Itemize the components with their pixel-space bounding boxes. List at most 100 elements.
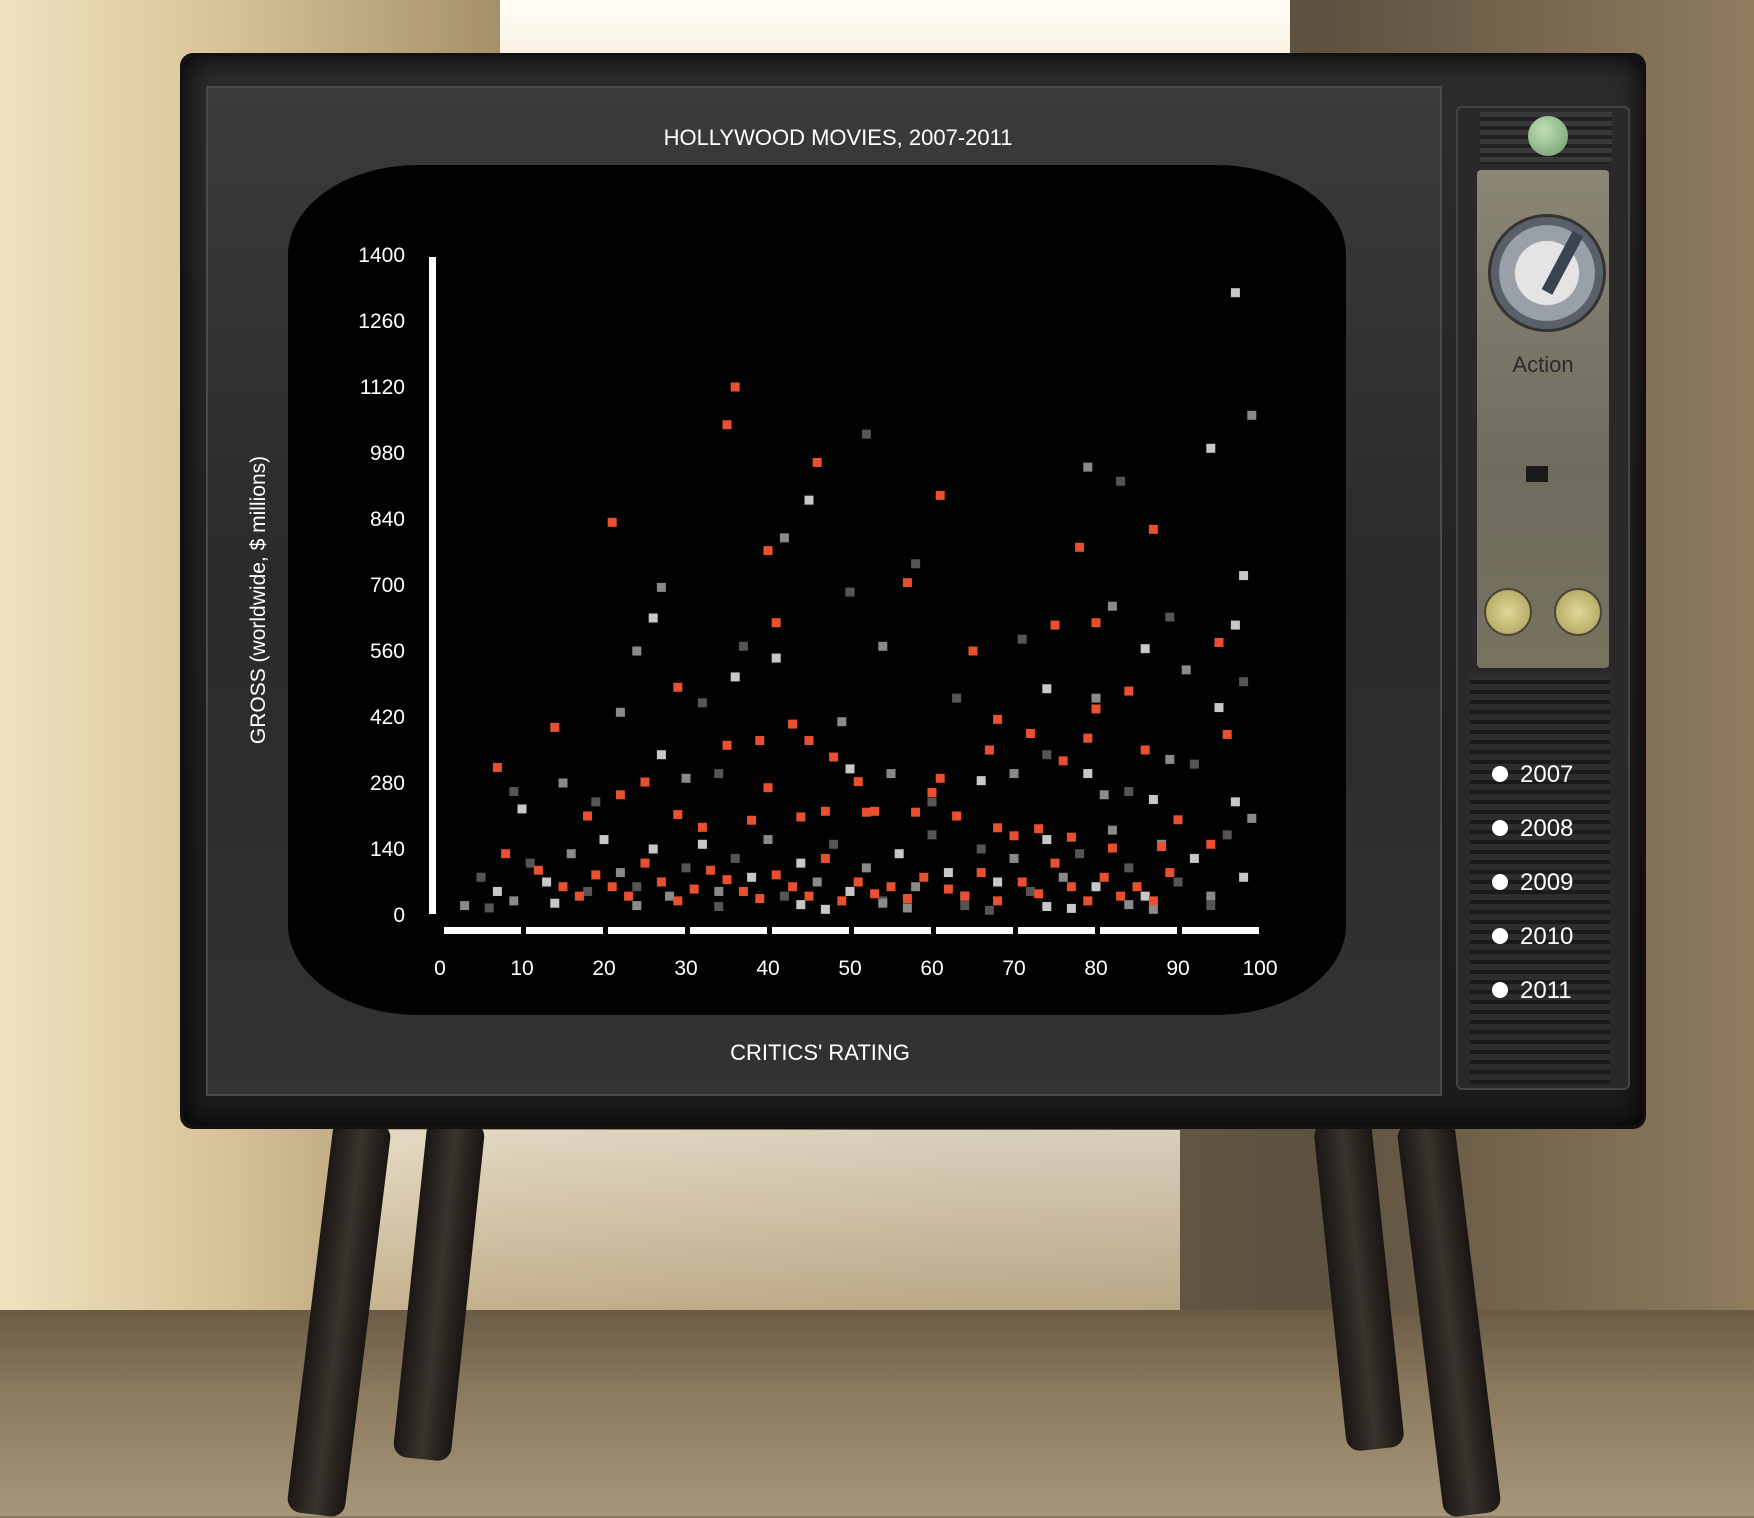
data-point-highlight[interactable] — [1206, 839, 1216, 849]
data-point-other[interactable] — [1124, 900, 1134, 910]
data-point-highlight[interactable] — [1148, 524, 1158, 534]
data-point-other[interactable] — [804, 495, 814, 505]
legend-item-2010[interactable]: 2010 — [1490, 920, 1610, 954]
data-point-other[interactable] — [1058, 872, 1068, 882]
data-point-highlight[interactable] — [1140, 745, 1150, 755]
data-point-other[interactable] — [1124, 786, 1134, 796]
data-point-highlight[interactable] — [853, 777, 863, 787]
data-point-other[interactable] — [976, 844, 986, 854]
data-point-highlight[interactable] — [1157, 842, 1167, 852]
data-point-other[interactable] — [615, 868, 625, 878]
data-point-other[interactable] — [542, 877, 552, 887]
data-point-other[interactable] — [1107, 825, 1117, 835]
data-point-other[interactable] — [648, 613, 658, 623]
data-point-other[interactable] — [878, 641, 888, 651]
data-point-highlight[interactable] — [591, 870, 601, 880]
data-point-highlight[interactable] — [1132, 882, 1142, 892]
data-point-highlight[interactable] — [640, 777, 650, 787]
data-point-highlight[interactable] — [1099, 872, 1109, 882]
data-point-highlight[interactable] — [935, 773, 945, 783]
data-point-other[interactable] — [1042, 750, 1052, 760]
data-point-other[interactable] — [583, 886, 593, 896]
data-point-other[interactable] — [1042, 902, 1052, 912]
data-point-other[interactable] — [886, 769, 896, 779]
data-point-highlight[interactable] — [1066, 882, 1076, 892]
data-point-other[interactable] — [509, 786, 519, 796]
data-point-highlight[interactable] — [607, 882, 617, 892]
data-point-other[interactable] — [1165, 612, 1175, 622]
data-point-highlight[interactable] — [738, 886, 748, 896]
data-point-highlight[interactable] — [1066, 832, 1076, 842]
data-point-highlight[interactable] — [574, 891, 584, 901]
data-point-highlight[interactable] — [1165, 868, 1175, 878]
data-point-highlight[interactable] — [804, 736, 814, 746]
data-point-other[interactable] — [1009, 769, 1019, 779]
data-point-other[interactable] — [1009, 853, 1019, 863]
data-point-other[interactable] — [509, 896, 519, 906]
data-point-highlight[interactable] — [820, 853, 830, 863]
legend-item-2009[interactable]: 2009 — [1490, 866, 1610, 900]
data-point-highlight[interactable] — [976, 868, 986, 878]
data-point-other[interactable] — [943, 868, 953, 878]
data-point-other[interactable] — [1140, 891, 1150, 901]
data-point-highlight[interactable] — [993, 896, 1003, 906]
data-point-highlight[interactable] — [558, 882, 568, 892]
data-point-other[interactable] — [632, 646, 642, 656]
data-point-other[interactable] — [1148, 904, 1158, 914]
data-point-highlight[interactable] — [788, 882, 798, 892]
data-point-other[interactable] — [911, 882, 921, 892]
data-point-other[interactable] — [1025, 886, 1035, 896]
data-point-highlight[interactable] — [902, 578, 912, 588]
data-point-highlight[interactable] — [673, 896, 683, 906]
data-point-other[interactable] — [911, 559, 921, 569]
data-point-other[interactable] — [1247, 813, 1257, 823]
data-point-other[interactable] — [714, 886, 724, 896]
data-point-other[interactable] — [878, 898, 888, 908]
data-point-other[interactable] — [632, 901, 642, 911]
data-point-highlight[interactable] — [755, 894, 765, 903]
data-point-other[interactable] — [1189, 759, 1199, 769]
data-point-highlight[interactable] — [1148, 896, 1158, 906]
data-point-other[interactable] — [681, 773, 691, 783]
data-point-other[interactable] — [1222, 830, 1232, 840]
data-point-other[interactable] — [591, 797, 601, 807]
data-point-other[interactable] — [1091, 693, 1101, 703]
data-point-other[interactable] — [902, 903, 912, 913]
data-point-highlight[interactable] — [722, 740, 732, 750]
data-point-other[interactable] — [1239, 571, 1249, 581]
data-point-highlight[interactable] — [1050, 620, 1060, 630]
data-point-highlight[interactable] — [533, 865, 543, 875]
data-point-other[interactable] — [1066, 903, 1076, 913]
data-point-highlight[interactable] — [993, 714, 1003, 724]
data-point-other[interactable] — [861, 863, 871, 873]
data-point-other[interactable] — [1214, 703, 1224, 713]
data-point-other[interactable] — [1107, 601, 1117, 611]
data-point-other[interactable] — [681, 863, 691, 873]
data-point-other[interactable] — [730, 672, 740, 682]
data-point-other[interactable] — [1230, 620, 1240, 630]
data-point-other[interactable] — [1017, 634, 1027, 644]
data-point-highlight[interactable] — [1124, 686, 1134, 696]
data-point-highlight[interactable] — [624, 891, 634, 901]
data-point-other[interactable] — [845, 587, 855, 597]
data-point-highlight[interactable] — [607, 517, 617, 527]
data-point-other[interactable] — [779, 891, 789, 901]
data-point-highlight[interactable] — [853, 877, 863, 887]
data-point-highlight[interactable] — [1034, 824, 1044, 834]
data-point-highlight[interactable] — [1050, 858, 1060, 868]
data-point-other[interactable] — [796, 858, 806, 868]
data-point-highlight[interactable] — [952, 811, 962, 821]
data-point-highlight[interactable] — [870, 806, 880, 816]
data-point-highlight[interactable] — [1009, 831, 1019, 841]
data-point-other[interactable] — [1230, 797, 1240, 807]
data-point-other[interactable] — [960, 901, 970, 911]
data-point-highlight[interactable] — [706, 865, 716, 875]
data-point-highlight[interactable] — [861, 807, 871, 817]
data-point-highlight[interactable] — [820, 806, 830, 816]
data-point-other[interactable] — [796, 900, 806, 910]
data-point-highlight[interactable] — [615, 790, 625, 800]
data-point-other[interactable] — [714, 769, 724, 779]
data-point-other[interactable] — [714, 902, 724, 912]
data-point-highlight[interactable] — [1058, 756, 1068, 766]
data-point-other[interactable] — [952, 693, 962, 703]
